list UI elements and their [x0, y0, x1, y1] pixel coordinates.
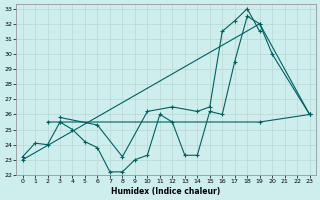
- X-axis label: Humidex (Indice chaleur): Humidex (Indice chaleur): [111, 187, 221, 196]
